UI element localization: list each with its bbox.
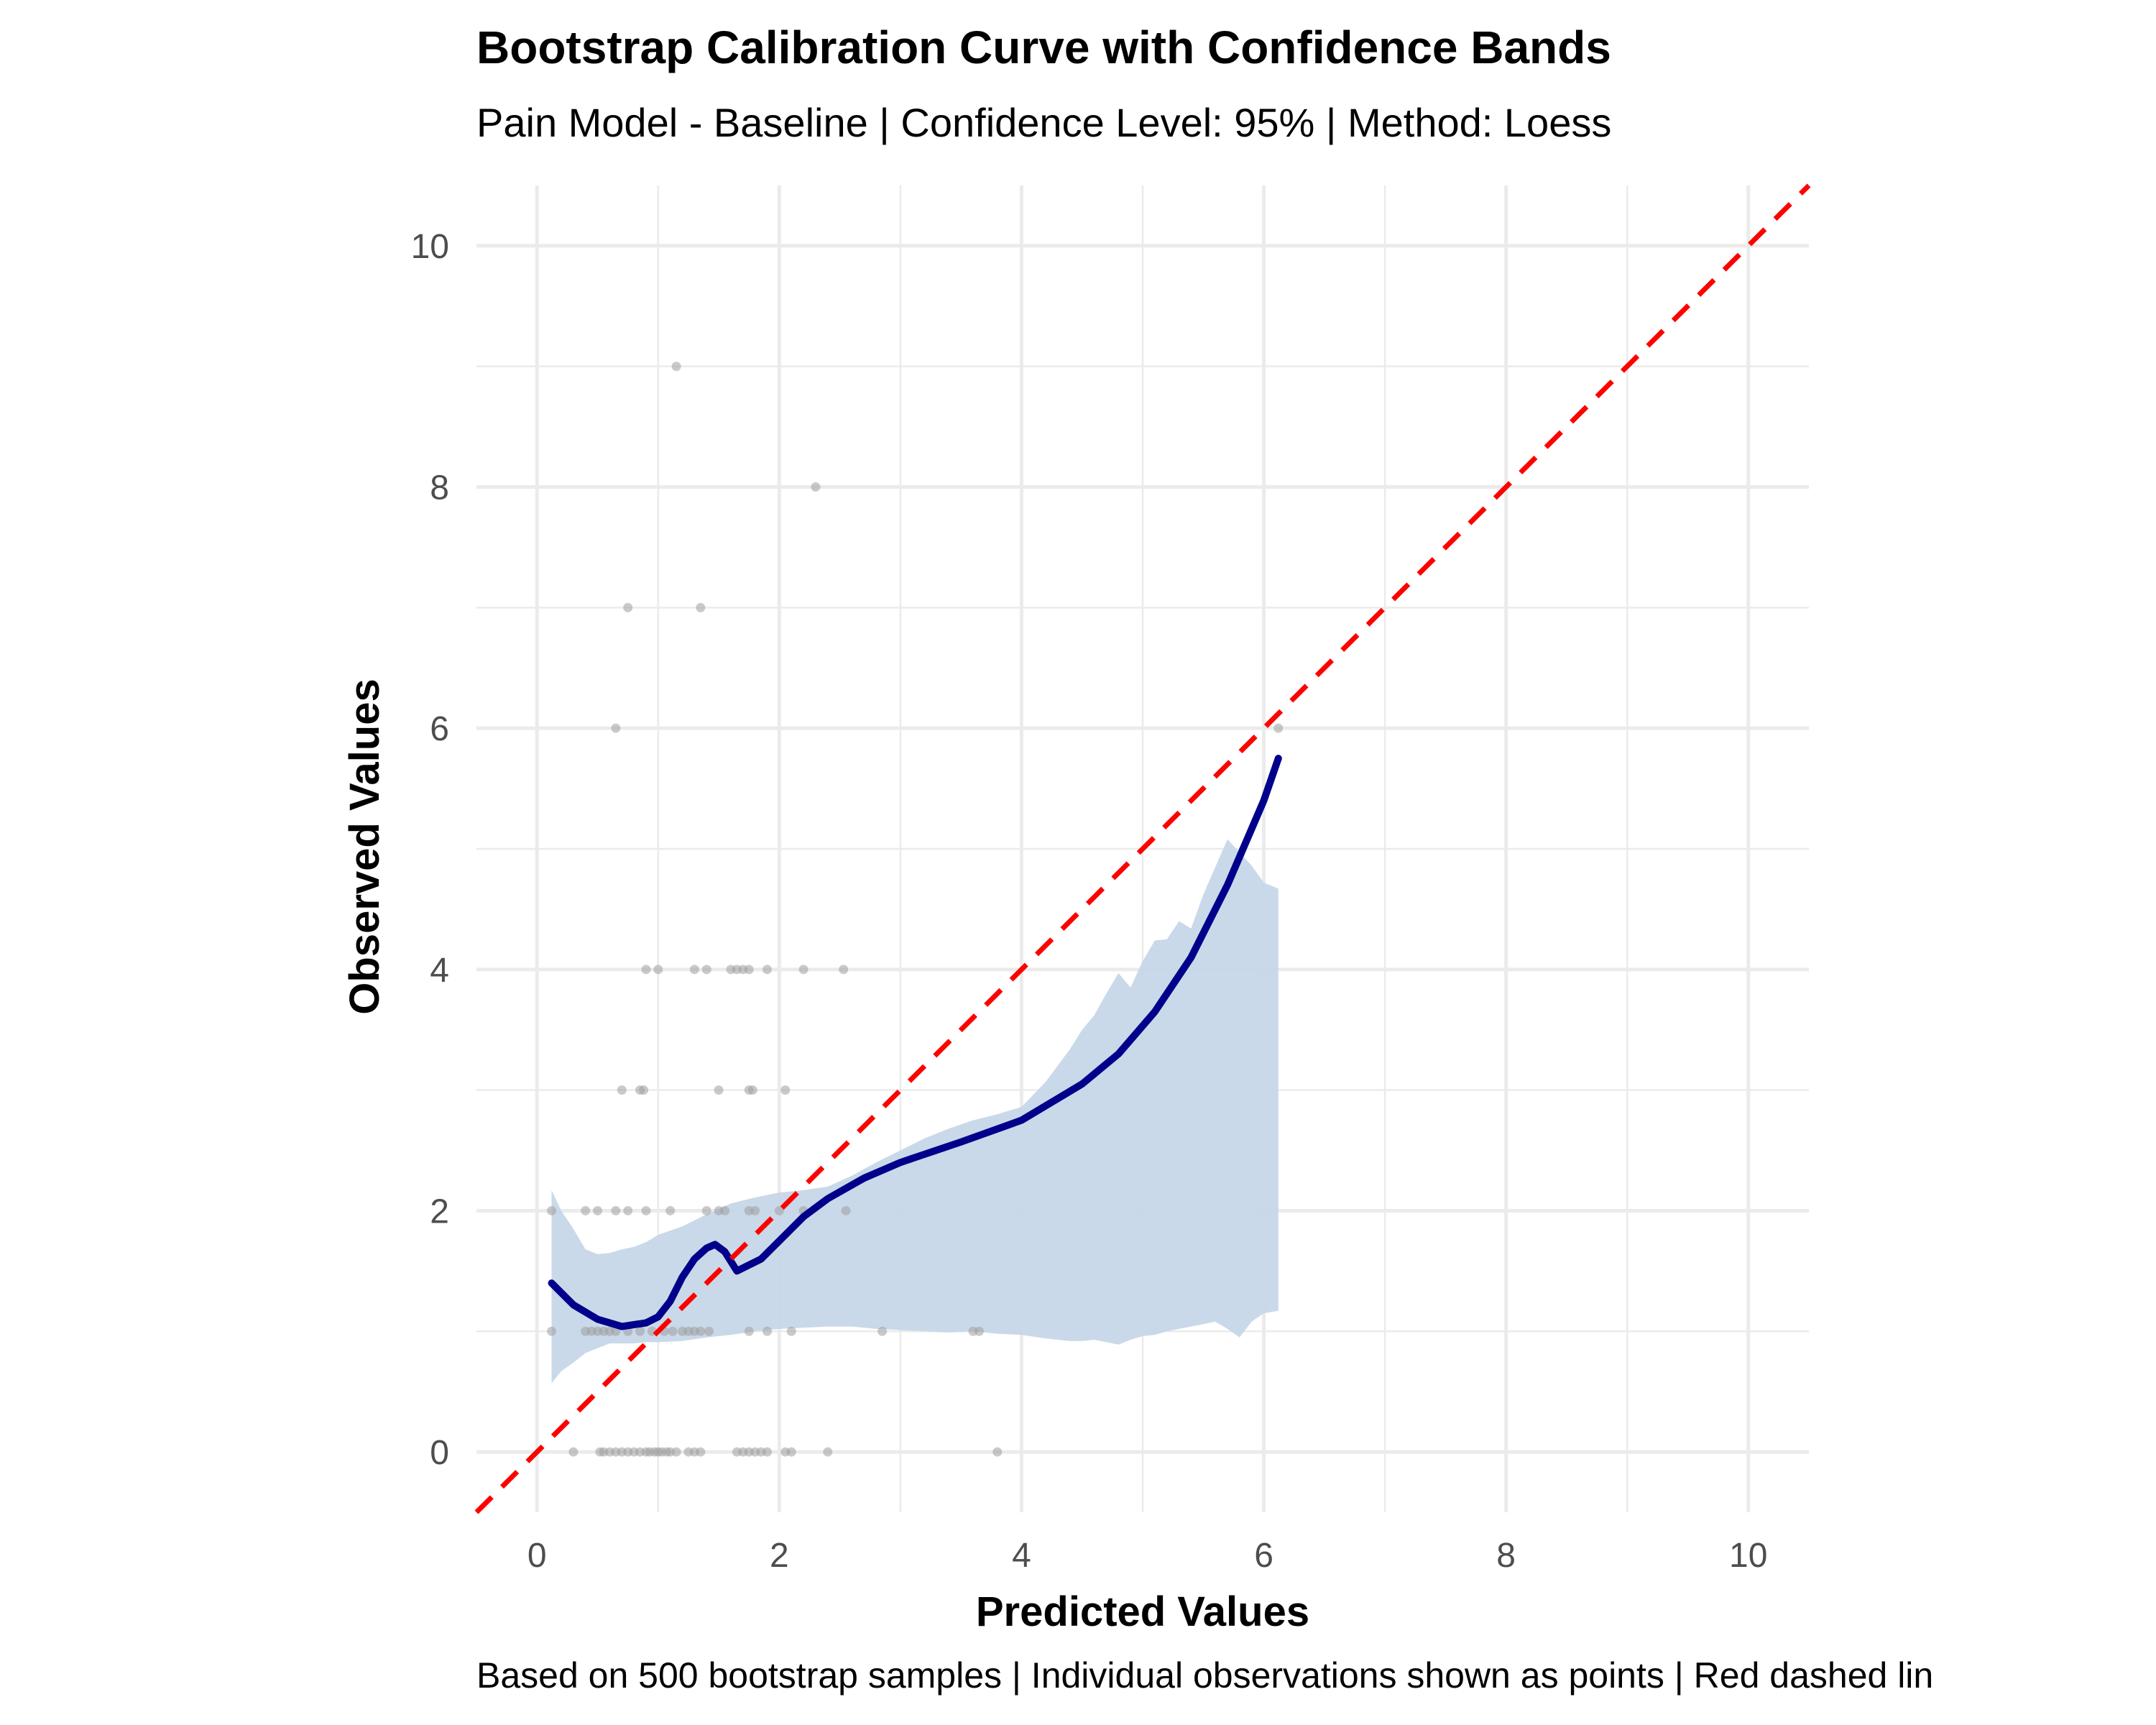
observation-point xyxy=(763,965,773,975)
observation-point xyxy=(1273,723,1284,733)
observation-point xyxy=(744,1326,754,1336)
observation-point xyxy=(763,1447,773,1457)
y-tick-label: 0 xyxy=(430,1434,449,1472)
y-tick-label: 6 xyxy=(430,710,449,748)
observation-point xyxy=(641,965,651,975)
observation-point xyxy=(546,1205,556,1215)
y-tick-label: 8 xyxy=(430,469,449,507)
observation-point xyxy=(696,1447,706,1457)
observation-point xyxy=(839,965,849,975)
observation-point xyxy=(653,965,663,975)
x-axis-label: Predicted Values xyxy=(976,1588,1309,1635)
observation-point xyxy=(992,1447,1003,1457)
observation-point xyxy=(546,1326,556,1336)
observation-point xyxy=(798,965,808,975)
x-tick-label: 2 xyxy=(770,1537,789,1575)
observation-point xyxy=(701,1205,711,1215)
calibration-curve-layer xyxy=(548,755,1282,1330)
observation-point xyxy=(611,723,621,733)
observation-point xyxy=(786,1326,796,1336)
observation-point xyxy=(774,1205,784,1215)
chart-caption: Based on 500 bootstrap samples | Individ… xyxy=(476,1655,1933,1696)
observation-point xyxy=(841,1205,851,1215)
observation-point xyxy=(744,965,754,975)
observation-point xyxy=(811,482,821,492)
confidence-band-layer xyxy=(551,839,1279,1384)
observation-point xyxy=(704,1326,714,1336)
x-tick-label: 0 xyxy=(528,1537,547,1575)
y-tick-label: 2 xyxy=(430,1192,449,1230)
observation-point xyxy=(641,1205,651,1215)
observation-point xyxy=(780,1085,791,1095)
chart-title: Bootstrap Calibration Curve with Confide… xyxy=(476,22,1611,73)
reference-diagonal-line xyxy=(474,183,1811,1514)
observation-point xyxy=(747,1085,757,1095)
observation-point xyxy=(786,1447,796,1457)
calibration-curve-line xyxy=(548,755,1282,1330)
tick-labels-layer: 0 2 4 6 8 10 0 2 4 6 8 10 xyxy=(411,228,1768,1575)
observation-point xyxy=(581,1205,591,1215)
observation-points-layer xyxy=(546,362,1284,1457)
observation-point xyxy=(639,1085,649,1095)
observation-point xyxy=(617,1085,627,1095)
observation-point xyxy=(689,965,699,975)
observation-point xyxy=(696,1326,706,1336)
observation-point xyxy=(974,1326,984,1336)
observation-point xyxy=(750,1205,760,1215)
x-tick-label: 4 xyxy=(1012,1537,1031,1575)
observation-point xyxy=(668,1326,678,1336)
observation-point xyxy=(665,1205,676,1215)
observation-point xyxy=(671,1447,681,1457)
confidence-band xyxy=(551,839,1279,1384)
observation-point xyxy=(671,362,681,372)
x-tick-label: 6 xyxy=(1254,1537,1273,1575)
observation-point xyxy=(877,1326,888,1336)
y-tick-label: 4 xyxy=(430,952,449,990)
x-tick-label: 8 xyxy=(1496,1537,1516,1575)
observation-point xyxy=(623,1205,633,1215)
reference-line-layer xyxy=(474,183,1811,1514)
chart-subtitle: Pain Model - Baseline | Confidence Level… xyxy=(476,100,1611,145)
observation-point xyxy=(763,1326,773,1336)
observation-point xyxy=(611,1205,621,1215)
observation-point xyxy=(696,602,706,612)
observation-point xyxy=(623,602,633,612)
observation-point xyxy=(701,965,711,975)
observation-point xyxy=(720,1205,730,1215)
x-tick-label: 10 xyxy=(1729,1537,1767,1575)
observation-point xyxy=(714,1085,724,1095)
y-axis-label: Observed Values xyxy=(341,678,388,1014)
observation-point xyxy=(593,1205,603,1215)
observation-point xyxy=(635,1326,645,1336)
observation-point xyxy=(823,1447,833,1457)
observation-point xyxy=(568,1447,579,1457)
y-tick-label: 10 xyxy=(411,228,449,266)
